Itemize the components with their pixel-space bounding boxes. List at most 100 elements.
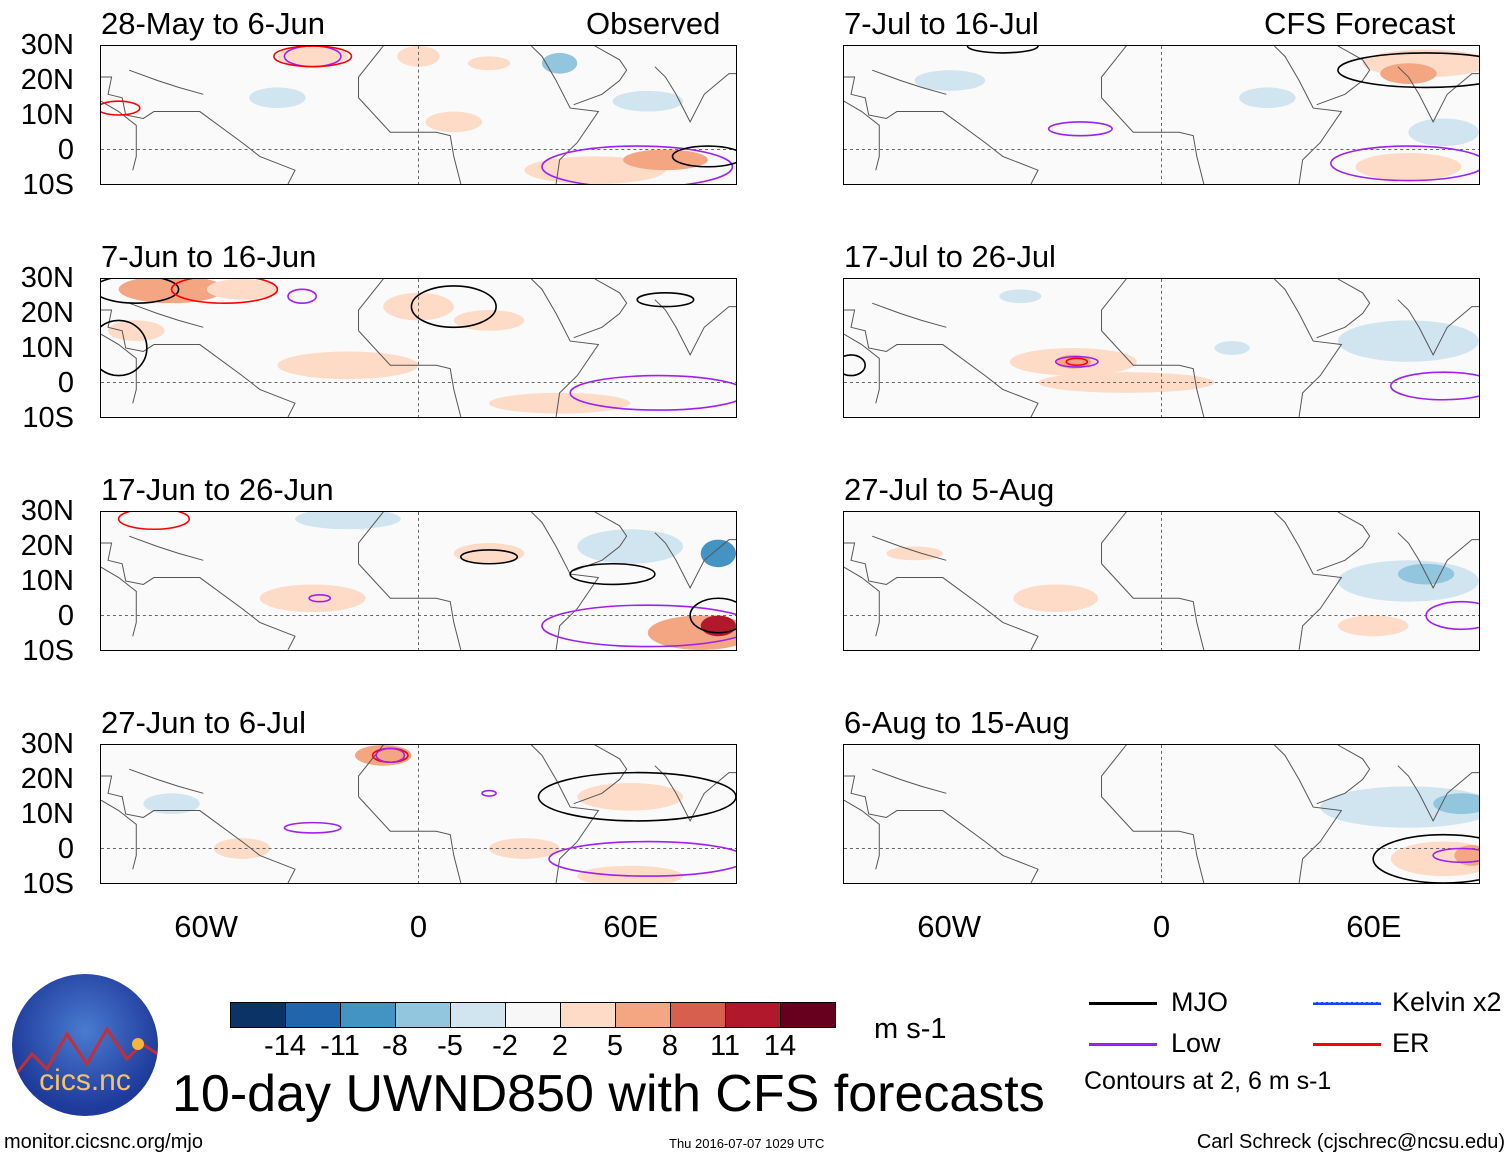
wind-anomaly-shading — [1408, 118, 1479, 147]
low-contour — [548, 840, 736, 877]
wind-anomaly-shading — [213, 838, 271, 859]
map-panel — [100, 511, 737, 651]
wind-anomaly-shading — [277, 351, 419, 380]
coastline — [1101, 97, 1205, 184]
wind-anomaly-shading — [577, 782, 684, 811]
wind-anomaly-shading — [206, 279, 278, 300]
wind-anomaly-shading — [1214, 341, 1250, 355]
legend-low-label: Low — [1171, 1028, 1221, 1058]
y-tick-label: 10N — [20, 798, 74, 830]
coastline — [1101, 796, 1205, 883]
colorbar-swatch — [396, 1003, 451, 1027]
wind-anomaly-shading — [577, 865, 684, 883]
coastline — [101, 799, 137, 870]
colorbar-tick-label: -11 — [320, 1030, 360, 1062]
coastline — [101, 76, 296, 184]
coastline — [844, 76, 1039, 184]
colorbar-swatch — [616, 1003, 671, 1027]
colorbar-tick-label: 11 — [709, 1030, 741, 1062]
wind-anomaly-shading — [623, 149, 708, 171]
wind-anomaly-shading — [249, 87, 306, 109]
legend-mjo-label: MJO — [1171, 987, 1228, 1017]
map-panel — [100, 45, 737, 185]
wind-anomaly-shading — [1454, 845, 1479, 866]
coastline — [1274, 279, 1343, 417]
coastline — [872, 768, 947, 794]
wind-anomaly-shading — [489, 392, 631, 414]
map-panel — [843, 744, 1480, 884]
y-tick-label: 10S — [22, 635, 74, 667]
er-contour — [170, 279, 279, 304]
colorbar-swatch — [561, 1003, 616, 1027]
legend-kelvin-label: Kelvin x2 — [1392, 987, 1502, 1017]
x-tick-label: 0 — [409, 909, 428, 944]
mjo-contour — [1372, 833, 1479, 883]
x-tick-label: 60E — [603, 909, 659, 944]
coastline — [573, 745, 628, 805]
coastline — [129, 768, 204, 794]
colorbar-swatch — [286, 1003, 341, 1027]
coastline — [358, 279, 384, 331]
wind-anomaly-shading — [577, 529, 684, 564]
er-contour — [101, 100, 141, 116]
er-contour — [273, 46, 353, 68]
y-tick-label: 20N — [20, 763, 74, 795]
colorbar-swatch — [671, 1003, 726, 1027]
wind-anomaly-shading — [1380, 63, 1437, 84]
wind-anomaly-shading — [108, 320, 165, 342]
mjo-contour — [569, 562, 656, 586]
y-tick-label: 0 — [57, 134, 74, 166]
wind-anomaly-shading — [700, 539, 736, 568]
low-contour — [1054, 355, 1099, 368]
footer-author: Carl Schreck (cjschrec@ncsu.edu) — [1196, 1131, 1505, 1153]
map-panel — [843, 278, 1480, 418]
low-contour — [1432, 847, 1479, 864]
coastline — [872, 69, 947, 95]
coastline — [1101, 330, 1205, 417]
map-panel — [100, 278, 737, 418]
colorbar-tick-label: -5 — [437, 1030, 463, 1062]
y-tick-label: 10S — [22, 169, 74, 201]
coastline — [358, 512, 384, 564]
figure-title: 10-day UWND850 with CFS forecasts — [172, 1065, 1045, 1123]
coastline — [1316, 46, 1371, 106]
mjo-contour — [689, 597, 736, 634]
coastline — [358, 563, 462, 650]
wind-anomaly-shading — [700, 615, 736, 637]
low-contour — [308, 594, 332, 603]
colorbar-tick-label: -14 — [264, 1030, 306, 1062]
coastline — [358, 745, 384, 797]
low-contour — [1330, 145, 1479, 182]
wind-anomaly-shading — [259, 584, 366, 613]
y-tick-label: 0 — [57, 600, 74, 632]
coastline — [654, 765, 736, 822]
x-tick-label: 60W — [174, 909, 239, 944]
wind-anomaly-shading — [277, 46, 348, 67]
coastline — [1274, 745, 1343, 883]
y-tick-label: 0 — [57, 833, 74, 865]
wind-anomaly-shading — [1239, 87, 1296, 109]
wind-anomaly-shading — [489, 838, 560, 859]
wind-anomaly-shading — [1013, 584, 1098, 613]
coastline — [844, 333, 880, 404]
wind-anomaly-shading — [453, 310, 525, 331]
coastline — [101, 333, 137, 404]
y-tick-label: 30N — [20, 262, 74, 294]
colorbar-swatch — [726, 1003, 781, 1027]
logo-text: cics.nc — [39, 1064, 131, 1097]
coastline — [1316, 512, 1371, 572]
y-tick-label: 20N — [20, 530, 74, 562]
coastline — [1101, 46, 1127, 98]
y-tick-label: 30N — [20, 29, 74, 61]
wind-anomaly-shading — [425, 111, 482, 133]
er-contour — [1065, 357, 1089, 367]
colorbar — [230, 1002, 836, 1028]
colorbar-swatch — [341, 1003, 396, 1027]
coastline — [1397, 765, 1479, 822]
mjo-contour — [410, 285, 497, 329]
x-tick-label: 0 — [1152, 909, 1171, 944]
colorbar-swatch — [781, 1003, 835, 1027]
low-contour — [283, 821, 342, 834]
panel-title: 27-Jul to 5-Aug — [844, 472, 1055, 507]
coastline — [101, 566, 137, 637]
